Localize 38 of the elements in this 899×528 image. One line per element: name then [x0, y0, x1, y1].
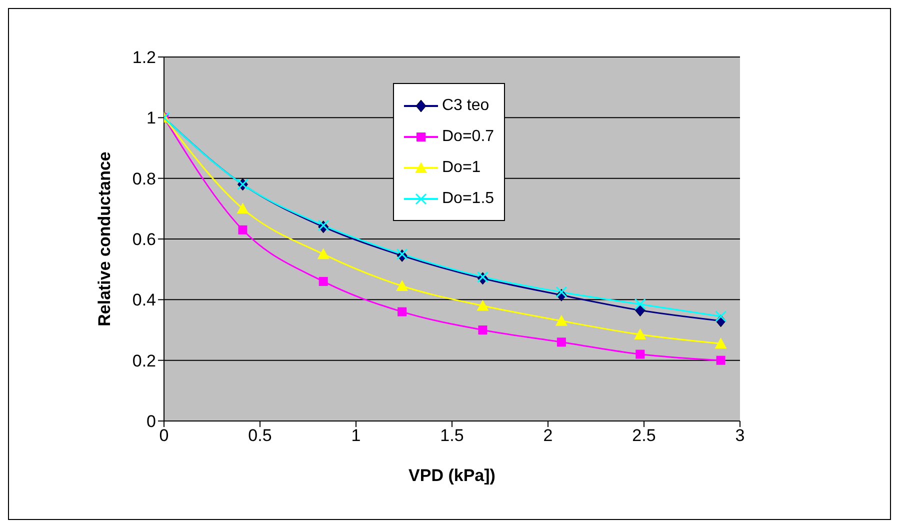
point — [238, 225, 248, 234]
point — [634, 328, 646, 340]
legend-label: C3 teo — [442, 96, 490, 114]
point — [716, 356, 726, 365]
point — [555, 314, 568, 326]
x-axis-title: VPD (kPa]) — [408, 466, 496, 485]
y-tick-label: 1 — [146, 108, 156, 128]
x-tick-label: 0.5 — [248, 426, 272, 446]
point — [634, 298, 646, 310]
y-tick-label: 0.8 — [132, 169, 156, 188]
y-tick-label: 0.2 — [132, 351, 156, 370]
y-tick-label: 0.4 — [132, 290, 156, 310]
point — [556, 338, 566, 347]
y-tick-label: 1.2 — [132, 48, 156, 68]
legend-label: Do=1.5 — [442, 190, 494, 208]
point — [396, 280, 408, 292]
point — [636, 350, 645, 359]
y-axis-title: Relative conductance — [95, 152, 114, 326]
point — [476, 300, 489, 311]
x-tick-label: 1.5 — [440, 426, 464, 446]
x-tick-label: 1 — [351, 426, 361, 446]
y-tick-label: 0.6 — [132, 230, 156, 250]
legend-label: Do=0.7 — [442, 128, 494, 146]
point — [318, 276, 328, 286]
point — [236, 202, 249, 214]
point — [715, 310, 727, 322]
point — [714, 338, 727, 349]
point — [478, 326, 488, 334]
x-tick-label: 2 — [543, 426, 553, 446]
y-tick-label: 0 — [146, 412, 156, 432]
x-tick-label: 2.5 — [632, 426, 656, 446]
point — [556, 286, 568, 298]
point — [398, 307, 407, 316]
point — [317, 248, 330, 260]
legend-label: Do=1 — [442, 158, 481, 176]
point — [634, 304, 646, 317]
x-tick-label: 0 — [159, 426, 169, 446]
x-tick-label: 3 — [735, 426, 745, 446]
